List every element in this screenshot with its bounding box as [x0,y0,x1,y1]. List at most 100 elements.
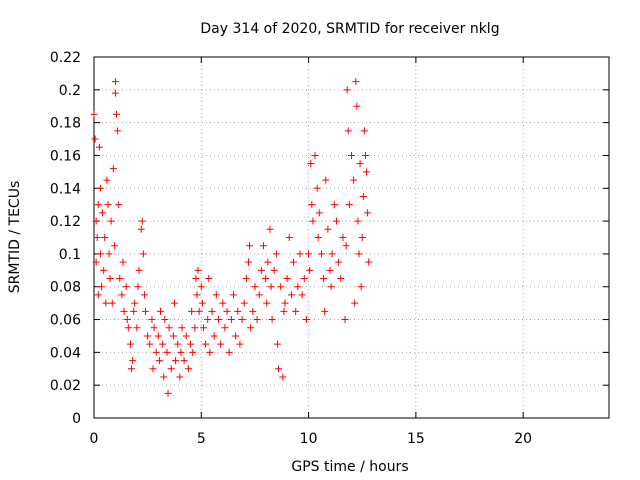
data-point [356,160,364,168]
data-point [365,258,373,266]
data-point [191,324,199,332]
data-point [130,307,138,315]
data-point [281,299,289,307]
data-point [138,217,146,225]
data-point [176,373,184,381]
data-point [287,291,295,299]
data-point [359,192,367,200]
x-tick-label: 10 [300,431,318,447]
data-point [358,234,366,241]
grid [94,57,609,418]
data-point [357,283,365,291]
x-tick-label: 20 [514,431,532,447]
data-point [351,299,359,307]
data-point [355,250,363,258]
data-point [98,283,106,291]
data-point [109,165,117,173]
y-tick-label: 0.16 [50,148,81,164]
data-point [240,299,248,307]
y-tick-label: 0.08 [50,280,81,296]
data-point [206,348,214,356]
y-tick-label: 0 [72,411,81,427]
data-point [219,299,227,307]
data-point [361,151,369,159]
data-point [202,340,210,348]
data-point [305,250,313,258]
data-point [150,324,158,332]
x-tick-label: 5 [197,431,206,447]
data-point [275,365,283,373]
data-point [92,217,100,225]
data-point [96,184,104,192]
data-point [194,266,202,274]
data-point [139,250,147,258]
data-point [302,316,310,324]
data-point [133,324,141,332]
data-point [321,307,329,315]
data-point [246,242,254,250]
data-point [352,78,360,86]
data-point [198,299,206,307]
data-point [221,324,229,332]
data-point [108,299,116,307]
data-point [277,283,285,291]
data-point [238,316,246,324]
data-point [180,357,188,365]
data-point [253,316,261,324]
data-point [245,258,252,266]
y-tick-label: 0.06 [50,313,81,329]
data-point [102,299,110,307]
data-point [193,291,201,299]
data-point [339,234,347,241]
data-point [270,266,278,274]
data-point [296,250,304,258]
chart-title: Day 314 of 2020, SRMTID for receiver nkl… [200,21,499,37]
data-point [205,275,213,283]
data-point [309,217,317,225]
data-point [279,373,287,381]
data-point [96,250,104,258]
plot-border [93,56,610,419]
data-point [342,242,350,250]
data-point [184,365,192,373]
data-point [146,340,154,348]
data-point [178,324,186,332]
data-point [322,176,330,184]
data-point [217,340,225,348]
data-point [308,201,316,209]
data-point [103,176,111,184]
data-point [144,332,152,340]
data-point [315,209,323,217]
data-point [273,340,281,348]
data-point [360,127,368,135]
data-point [122,283,130,291]
data-point [174,340,182,348]
data-point [292,307,300,315]
data-point [266,225,274,233]
data-point [242,275,250,283]
data-point [189,348,197,356]
data-point [223,307,231,315]
data-point [119,258,127,266]
data-point [99,209,107,217]
data-point [140,291,148,299]
data-point [229,291,237,299]
tick-labels: 0 5 10 15 20 0 0.02 0.04 0.06 0.08 0.1 0.12 0.14 0.16… [50,50,532,447]
data-point [343,86,351,94]
data-point [290,258,298,266]
data-point [114,127,122,135]
data-point [115,201,123,209]
data-point [283,275,291,283]
data-point [111,89,119,97]
data-point [135,266,143,274]
data-point [142,307,149,315]
data-point [165,324,173,332]
data-point [182,332,190,340]
data-point [324,225,332,233]
data-point [306,266,314,274]
data-point [195,307,203,315]
data-point [149,365,157,373]
data-point [160,373,168,381]
data-point [262,275,270,283]
